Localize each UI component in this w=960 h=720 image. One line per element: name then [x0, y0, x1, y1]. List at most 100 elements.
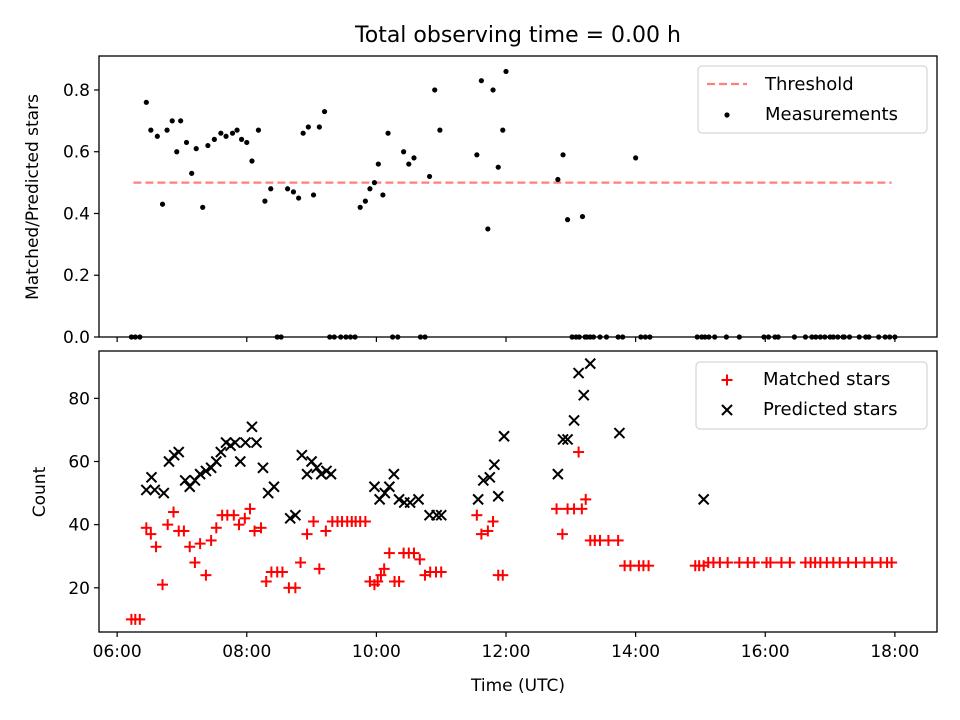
predicted-star-point — [568, 414, 580, 427]
measurement-point — [268, 186, 274, 192]
matched-star-point — [764, 557, 776, 569]
matched-star-point — [150, 541, 162, 553]
matched-star-point — [320, 525, 332, 537]
measurement-point — [169, 118, 175, 124]
predicted-star-point — [578, 389, 590, 401]
matched-star-point — [289, 582, 301, 594]
matched-star-point — [308, 515, 320, 527]
measurement-point — [223, 133, 229, 139]
count-y-tick-label: 40 — [68, 516, 90, 536]
ratio-plot-frame — [98, 55, 938, 338]
measurement-point — [211, 136, 217, 142]
predicted-star-point — [697, 493, 710, 506]
measurement-point — [316, 124, 322, 130]
measurement-point — [205, 142, 211, 149]
measurement-point — [555, 176, 561, 183]
count-plot-marks — [125, 357, 898, 625]
matched-star-point — [580, 493, 592, 505]
matched-star-point — [612, 534, 624, 546]
measurement-point — [218, 130, 224, 136]
matched-star-point — [471, 509, 483, 521]
matched-star-point — [205, 534, 217, 546]
count-legend-box — [695, 361, 928, 430]
predicted-star-point — [498, 430, 510, 442]
measurement-point — [284, 186, 291, 192]
measurement-point — [174, 149, 180, 155]
predicted-star-point — [250, 436, 263, 449]
measurement-point — [290, 189, 297, 195]
measurement-point — [255, 127, 262, 133]
predicted-star-point — [435, 509, 447, 521]
matched-star-point — [200, 569, 212, 581]
measurement-point — [159, 201, 166, 207]
matched-star-point — [168, 506, 180, 518]
matched-star-point — [435, 566, 447, 578]
matched-star-point — [408, 547, 420, 559]
measurement-point — [375, 161, 381, 167]
x-tick-label: 12:00 — [482, 642, 531, 662]
matched-star-point — [378, 563, 390, 575]
matched-star-point — [295, 557, 307, 569]
predicted-star-point — [393, 493, 405, 506]
matched-star-point — [556, 528, 568, 540]
measurement-point — [164, 127, 170, 133]
matched-star-point — [194, 538, 206, 550]
predicted-star-point — [412, 493, 425, 506]
measurement-point — [200, 204, 206, 210]
measurement-point — [426, 173, 433, 180]
predicted-star-point — [488, 458, 501, 471]
predicted-star-point — [234, 455, 246, 468]
measurement-point — [560, 152, 566, 158]
count-plot-frame — [98, 350, 938, 633]
predicted-star-point — [140, 484, 153, 496]
measurement-point — [154, 133, 160, 139]
predicted-star-point — [158, 487, 170, 499]
ratio-y-tick-label: 0.8 — [63, 81, 90, 101]
measurement-point — [321, 108, 328, 115]
predicted-star-point — [388, 468, 400, 480]
matched-star-point — [276, 566, 288, 578]
measurement-point — [406, 161, 412, 167]
measurement-point — [633, 155, 639, 161]
measurement-point — [357, 204, 363, 210]
matched-star-point — [497, 569, 509, 581]
predicted-star-point — [239, 436, 252, 449]
ratio-plot-panel: Total observing time = 0.00 h Matched/Pr… — [23, 23, 938, 348]
measurement-point — [305, 124, 311, 130]
matched-star-point — [189, 557, 201, 569]
predicted-star-point — [584, 357, 596, 370]
predicted-star-point — [552, 468, 564, 480]
matched-star-point — [551, 503, 563, 515]
x-tick-label: 14:00 — [611, 642, 660, 662]
matched-star-point — [210, 522, 222, 534]
measurement-point — [238, 136, 245, 142]
predicted-star-point — [257, 462, 269, 474]
ratio-legend-box — [697, 65, 928, 134]
matched-star-point — [178, 525, 190, 537]
count-legend: Matched stars Predicted stars — [695, 361, 928, 430]
x-tick-label: 16:00 — [741, 642, 790, 662]
count-y-axis-label: Count — [30, 466, 50, 517]
matched-star-point — [393, 575, 405, 587]
measurement-point — [500, 127, 506, 133]
threshold-legend-label: Threshold — [764, 74, 854, 95]
matched-star-point — [239, 512, 251, 524]
matched-star-point — [573, 446, 585, 458]
predicted-star-point — [572, 367, 585, 379]
measurement-point — [296, 195, 302, 201]
matched-star-point — [249, 525, 261, 537]
measurement-point — [300, 130, 306, 136]
matched-star-point — [255, 522, 267, 534]
x-tick-label: 06:00 — [93, 642, 142, 662]
predicted-star-point — [149, 484, 161, 496]
predicted-star-point — [472, 493, 484, 506]
predicted-star-point — [145, 471, 158, 483]
predicted-star-point — [315, 468, 328, 480]
matched-star-point — [140, 522, 152, 534]
measurement-point — [564, 217, 571, 223]
predicted-star-point — [210, 455, 223, 468]
measurement-point — [310, 192, 317, 198]
measurement-point — [229, 130, 236, 136]
measurement-point — [362, 198, 368, 204]
measurement-point — [262, 198, 268, 204]
